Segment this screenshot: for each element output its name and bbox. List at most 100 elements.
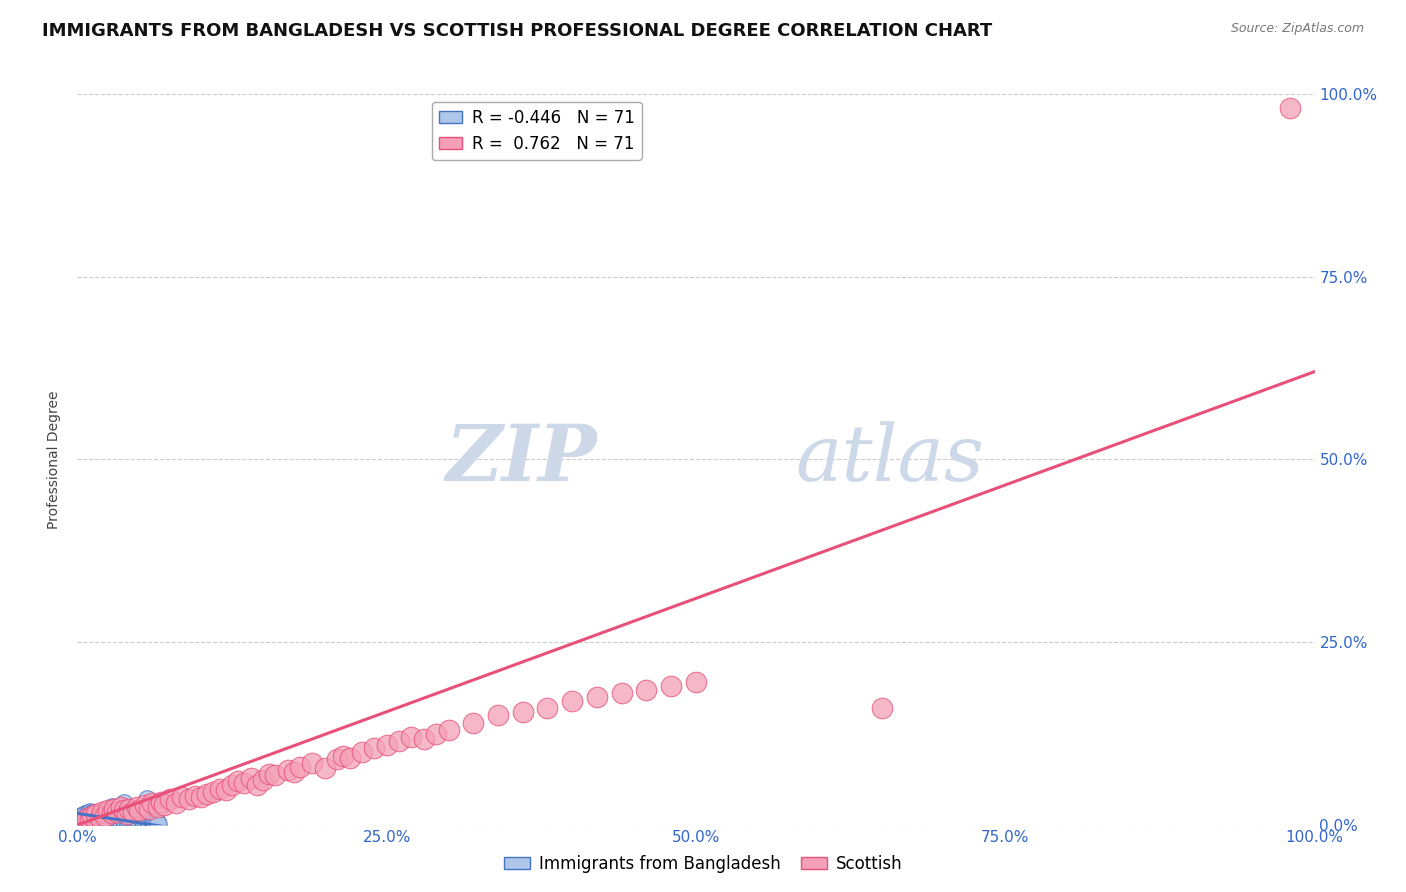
Point — [93, 808, 115, 822]
Point — [77, 812, 100, 826]
Point — [97, 804, 120, 818]
Point — [115, 807, 138, 822]
Point — [184, 789, 207, 803]
Point — [77, 806, 100, 821]
Point — [84, 807, 107, 822]
Point — [659, 679, 682, 693]
Point — [138, 802, 160, 816]
Point — [135, 813, 157, 827]
Point — [195, 788, 218, 802]
Point — [91, 808, 114, 822]
Point — [117, 812, 139, 826]
Point — [103, 810, 125, 824]
Point — [83, 806, 105, 821]
Point — [339, 751, 361, 765]
Point — [132, 814, 155, 829]
Point — [101, 814, 124, 828]
Point — [82, 809, 104, 823]
Point — [350, 745, 373, 759]
Point — [86, 807, 108, 822]
Point — [146, 800, 169, 814]
Point — [79, 812, 101, 826]
Point — [91, 812, 114, 826]
Point — [375, 738, 398, 752]
Point — [388, 734, 411, 748]
Point — [252, 772, 274, 787]
Point — [105, 813, 128, 827]
Point — [141, 814, 163, 828]
Point — [76, 811, 98, 825]
Point — [283, 765, 305, 780]
Point — [82, 805, 104, 820]
Point — [437, 723, 460, 737]
Point — [264, 768, 287, 782]
Point — [73, 812, 96, 826]
Point — [82, 810, 104, 824]
Point — [112, 796, 135, 810]
Point — [177, 792, 200, 806]
Point — [112, 812, 135, 826]
Point — [257, 767, 280, 781]
Point — [128, 804, 150, 818]
Point — [134, 814, 156, 828]
Point — [94, 812, 117, 826]
Point — [91, 805, 114, 819]
Point — [172, 790, 194, 805]
Point — [103, 812, 125, 826]
Point — [142, 815, 165, 830]
Point — [75, 810, 97, 824]
Point — [143, 814, 166, 829]
Legend: R = -0.446   N = 71, R =  0.762   N = 71: R = -0.446 N = 71, R = 0.762 N = 71 — [432, 102, 641, 160]
Point — [314, 761, 336, 775]
Point — [135, 792, 157, 806]
Point — [82, 808, 104, 822]
Point — [101, 800, 124, 814]
Point — [80, 812, 103, 826]
Point — [512, 705, 534, 719]
Point — [118, 813, 141, 827]
Point — [1278, 101, 1301, 115]
Point — [72, 811, 94, 825]
Point — [150, 795, 173, 809]
Point — [115, 814, 138, 828]
Point — [146, 816, 169, 830]
Point — [202, 785, 225, 799]
Point — [134, 797, 156, 812]
Point — [128, 814, 150, 828]
Point — [125, 800, 148, 814]
Point — [239, 771, 262, 785]
Point — [401, 731, 423, 745]
Point — [93, 809, 115, 823]
Point — [87, 810, 110, 824]
Point — [90, 811, 112, 825]
Point — [301, 756, 323, 770]
Text: Source: ZipAtlas.com: Source: ZipAtlas.com — [1230, 22, 1364, 36]
Point — [97, 813, 120, 827]
Text: atlas: atlas — [794, 421, 984, 498]
Point — [103, 802, 125, 816]
Point — [86, 812, 108, 826]
Point — [72, 814, 94, 828]
Point — [326, 752, 349, 766]
Point — [75, 813, 97, 827]
Point — [118, 802, 141, 816]
Point — [145, 815, 167, 830]
Point — [610, 686, 633, 700]
Point — [463, 715, 485, 730]
Point — [121, 814, 143, 828]
Point — [79, 805, 101, 819]
Point — [425, 726, 447, 740]
Point — [79, 814, 101, 828]
Point — [288, 759, 311, 773]
Point — [412, 731, 434, 746]
Point — [80, 808, 103, 822]
Point — [125, 814, 148, 829]
Point — [98, 812, 121, 826]
Y-axis label: Professional Degree: Professional Degree — [48, 390, 62, 529]
Text: ZIP: ZIP — [446, 421, 598, 498]
Point — [208, 781, 231, 796]
Point — [246, 778, 269, 792]
Point — [79, 809, 101, 823]
Point — [131, 813, 153, 827]
Text: IMMIGRANTS FROM BANGLADESH VS SCOTTISH PROFESSIONAL DEGREE CORRELATION CHART: IMMIGRANTS FROM BANGLADESH VS SCOTTISH P… — [42, 22, 993, 40]
